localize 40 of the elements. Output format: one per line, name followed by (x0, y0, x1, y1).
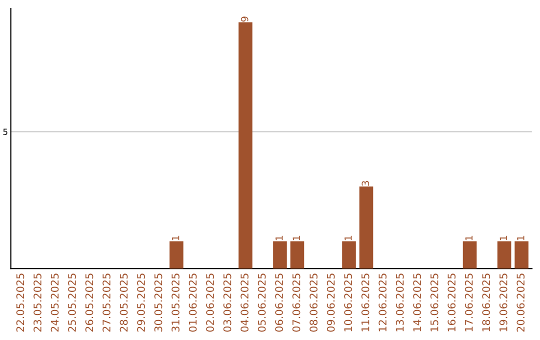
x-tick-label: 12.06.2025 (378, 274, 387, 332)
x-tick-label: 24.05.2025 (50, 274, 59, 332)
x-tick-label: 29.05.2025 (137, 274, 145, 332)
data-label: 1 (172, 236, 180, 240)
x-tick-label: 16.06.2025 (448, 274, 456, 332)
x-tick-label: 05.06.2025 (258, 274, 266, 332)
x-tick-label: 25.05.2025 (68, 274, 76, 332)
x-tick-label: 01.06.2025 (188, 274, 197, 332)
x-tick-label: 14.06.2025 (413, 274, 422, 332)
data-label: 1 (292, 236, 300, 240)
x-tick-label: 02.06.2025 (206, 274, 214, 332)
x-tick-label: 03.06.2025 (223, 274, 232, 332)
x-tick-label: 22.05.2025 (16, 274, 24, 332)
x-tick-label: 04.06.2025 (240, 274, 248, 332)
x-tick-label: 17.06.2025 (464, 274, 473, 332)
data-label: 1 (344, 236, 352, 240)
data-label: 1 (517, 236, 524, 240)
x-tick-label: 31.05.2025 (172, 274, 180, 332)
x-tick-label: 26.05.2025 (85, 274, 94, 332)
x-tick-label: 07.06.2025 (292, 274, 300, 332)
x-tick-label: 27.05.2025 (102, 274, 110, 332)
x-tick-label: 28.05.2025 (120, 274, 128, 332)
x-tick-label: 23.05.2025 (34, 274, 42, 332)
y-tick-label: 5 (3, 128, 8, 135)
x-tick-label: 09.06.2025 (326, 274, 335, 332)
x-tick-label: 18.06.2025 (482, 274, 490, 332)
data-label: 1 (465, 236, 472, 240)
data-label: 3 (362, 181, 370, 186)
x-tick-label: 15.06.2025 (430, 274, 438, 332)
data-label: 1 (276, 236, 283, 240)
x-tick-label: 10.06.2025 (344, 274, 352, 332)
x-tick-label: 06.06.2025 (275, 274, 283, 332)
x-tick-label: 19.06.2025 (499, 274, 508, 332)
x-tick-label: 08.06.2025 (310, 274, 318, 332)
x-tick-label: 13.06.2025 (396, 274, 404, 332)
x-tick-label: 11.06.2025 (361, 274, 370, 332)
x-tick-label: 20.06.2025 (516, 274, 525, 332)
x-tick-label: 30.05.2025 (154, 274, 162, 332)
data-label: 1 (500, 236, 507, 240)
data-label: 9 (240, 16, 248, 22)
